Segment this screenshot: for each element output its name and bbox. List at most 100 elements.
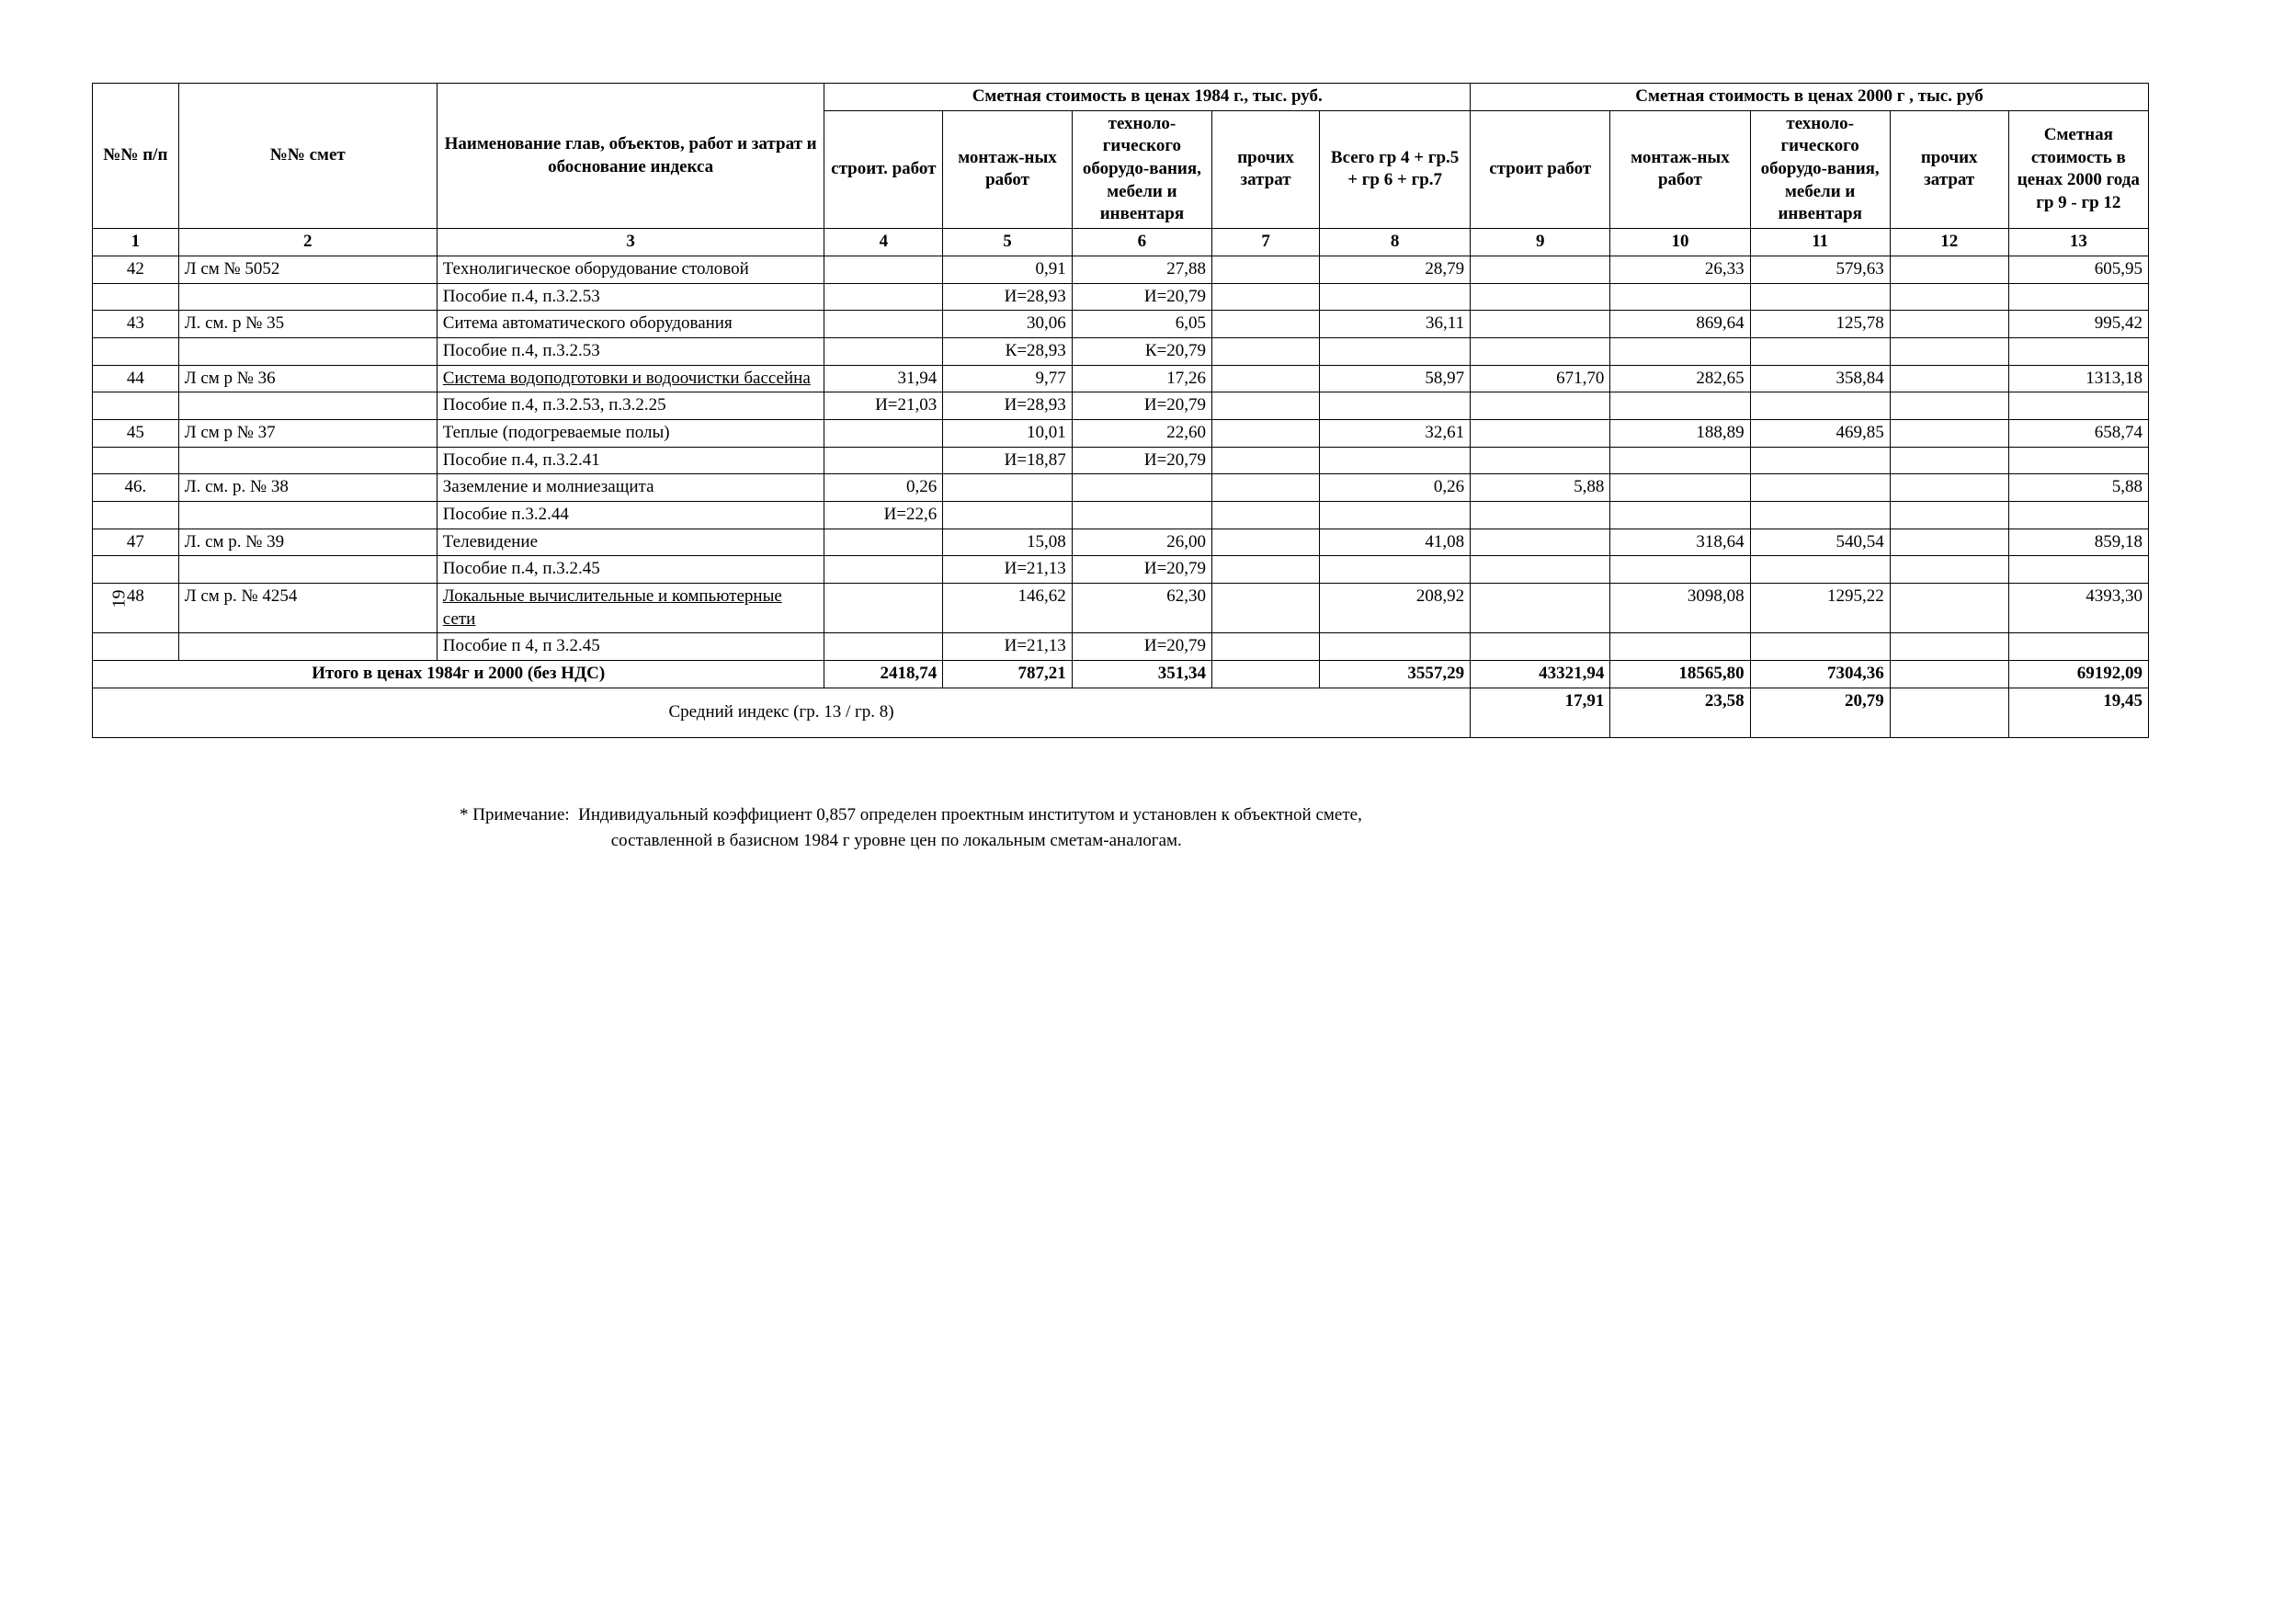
- cell: И=20,79: [1072, 447, 1211, 474]
- table-row: Пособие п.4, п.3.2.41И=18,87И=20,79: [93, 447, 2149, 474]
- cell: 579,63: [1750, 256, 1890, 283]
- cell: [1471, 556, 1610, 584]
- total-c7: [1212, 661, 1320, 688]
- cell: 58,97: [1320, 365, 1471, 392]
- cell: [178, 283, 437, 311]
- cell: [1212, 256, 1320, 283]
- cell: 9,77: [943, 365, 1073, 392]
- cell: 671,70: [1471, 365, 1610, 392]
- table-head: №№ п/п №№ смет Наименование глав, объект…: [93, 84, 2149, 256]
- total-c8: 3557,29: [1320, 661, 1471, 688]
- cell: [1890, 474, 2008, 502]
- cell: [1890, 311, 2008, 338]
- cell: Л см № 5052: [178, 256, 437, 283]
- cell: 605,95: [2008, 256, 2148, 283]
- cell: 46.: [93, 474, 179, 502]
- cell: [1610, 633, 1750, 661]
- cell: 358,84: [1750, 365, 1890, 392]
- total-c13: 69192,09: [2008, 661, 2148, 688]
- head-c9: строит работ: [1471, 110, 1610, 228]
- cell: [1212, 584, 1320, 633]
- cell: 36,11: [1320, 311, 1471, 338]
- total-c11: 7304,36: [1750, 661, 1890, 688]
- cell: 469,85: [1750, 419, 1890, 447]
- head-c8: Всего гр 4 + гр.5 + гр 6 + гр.7: [1320, 110, 1471, 228]
- cell: [1750, 392, 1890, 420]
- cell: [1072, 502, 1211, 529]
- cell: 658,74: [2008, 419, 2148, 447]
- cell: [1750, 474, 1890, 502]
- head-group-1984: Сметная стоимость в ценах 1984 г., тыс. …: [824, 84, 1471, 111]
- cell: [1212, 474, 1320, 502]
- cell: [1890, 419, 2008, 447]
- cell: 6,05: [1072, 311, 1211, 338]
- cell: К=20,79: [1072, 337, 1211, 365]
- cell: [93, 447, 179, 474]
- cell: [1320, 502, 1471, 529]
- cell: 15,08: [943, 529, 1073, 556]
- cell: [1610, 447, 1750, 474]
- cell: [1212, 419, 1320, 447]
- cell: [1890, 392, 2008, 420]
- cell: [1610, 283, 1750, 311]
- cell: [1212, 283, 1320, 311]
- cell: Л. см. р № 35: [178, 311, 437, 338]
- cell: И=20,79: [1072, 633, 1211, 661]
- table-row: Пособие п.4, п.3.2.53, п.3.2.25И=21,03И=…: [93, 392, 2149, 420]
- cell: [1212, 311, 1320, 338]
- cell: Л. см р. № 39: [178, 529, 437, 556]
- cell: 62,30: [1072, 584, 1211, 633]
- avg-c12: [1890, 688, 2008, 737]
- cell: [178, 556, 437, 584]
- total-c4: 2418,74: [824, 661, 943, 688]
- cell: 41,08: [1320, 529, 1471, 556]
- cell: [1890, 256, 2008, 283]
- cell: Пособие п.4, п.3.2.53: [437, 283, 824, 311]
- cell: [1320, 633, 1471, 661]
- cell: Пособие п 4, п 3.2.45: [437, 633, 824, 661]
- cell: [1610, 556, 1750, 584]
- cell: [1610, 392, 1750, 420]
- cell: 859,18: [2008, 529, 2148, 556]
- cell: Пособие п.4, п.3.2.41: [437, 447, 824, 474]
- cell: Ситема автоматического оборудования: [437, 311, 824, 338]
- cell: [943, 502, 1073, 529]
- cell: Пособие п.4, п.3.2.53: [437, 337, 824, 365]
- cell: [824, 529, 943, 556]
- cell: [1212, 529, 1320, 556]
- cell: 3098,08: [1610, 584, 1750, 633]
- cell: [824, 556, 943, 584]
- head-c10: монтаж-ных работ: [1610, 110, 1750, 228]
- cell: Л. см. р. № 38: [178, 474, 437, 502]
- total-c5: 787,21: [943, 661, 1073, 688]
- column-number: 7: [1212, 229, 1320, 256]
- cell: К=28,93: [943, 337, 1073, 365]
- cell: [824, 419, 943, 447]
- head-name: Наименование глав, объектов, работ и зат…: [437, 84, 824, 229]
- cell: 0,26: [824, 474, 943, 502]
- cell: [1610, 474, 1750, 502]
- cell: [1212, 556, 1320, 584]
- cell: 43: [93, 311, 179, 338]
- cell: [1471, 256, 1610, 283]
- cell: И=21,03: [824, 392, 943, 420]
- cell: 0,26: [1320, 474, 1471, 502]
- column-number: 8: [1320, 229, 1471, 256]
- cell: [1320, 447, 1471, 474]
- cell: [1890, 337, 2008, 365]
- head-c5: монтаж-ных работ: [943, 110, 1073, 228]
- cell: 1313,18: [2008, 365, 2148, 392]
- column-number: 6: [1072, 229, 1211, 256]
- cell: [1750, 447, 1890, 474]
- cell: 27,88: [1072, 256, 1211, 283]
- avg-c10: 23,58: [1610, 688, 1750, 737]
- cell: [178, 447, 437, 474]
- cell: [1750, 556, 1890, 584]
- cell: Теплые (подогреваемые полы): [437, 419, 824, 447]
- column-number: 12: [1890, 229, 2008, 256]
- cell: 5,88: [2008, 474, 2148, 502]
- cell: 1295,22: [1750, 584, 1890, 633]
- cell: [1750, 337, 1890, 365]
- cell: [1212, 447, 1320, 474]
- head-c6: техноло-гического оборудо-вания, мебели …: [1072, 110, 1211, 228]
